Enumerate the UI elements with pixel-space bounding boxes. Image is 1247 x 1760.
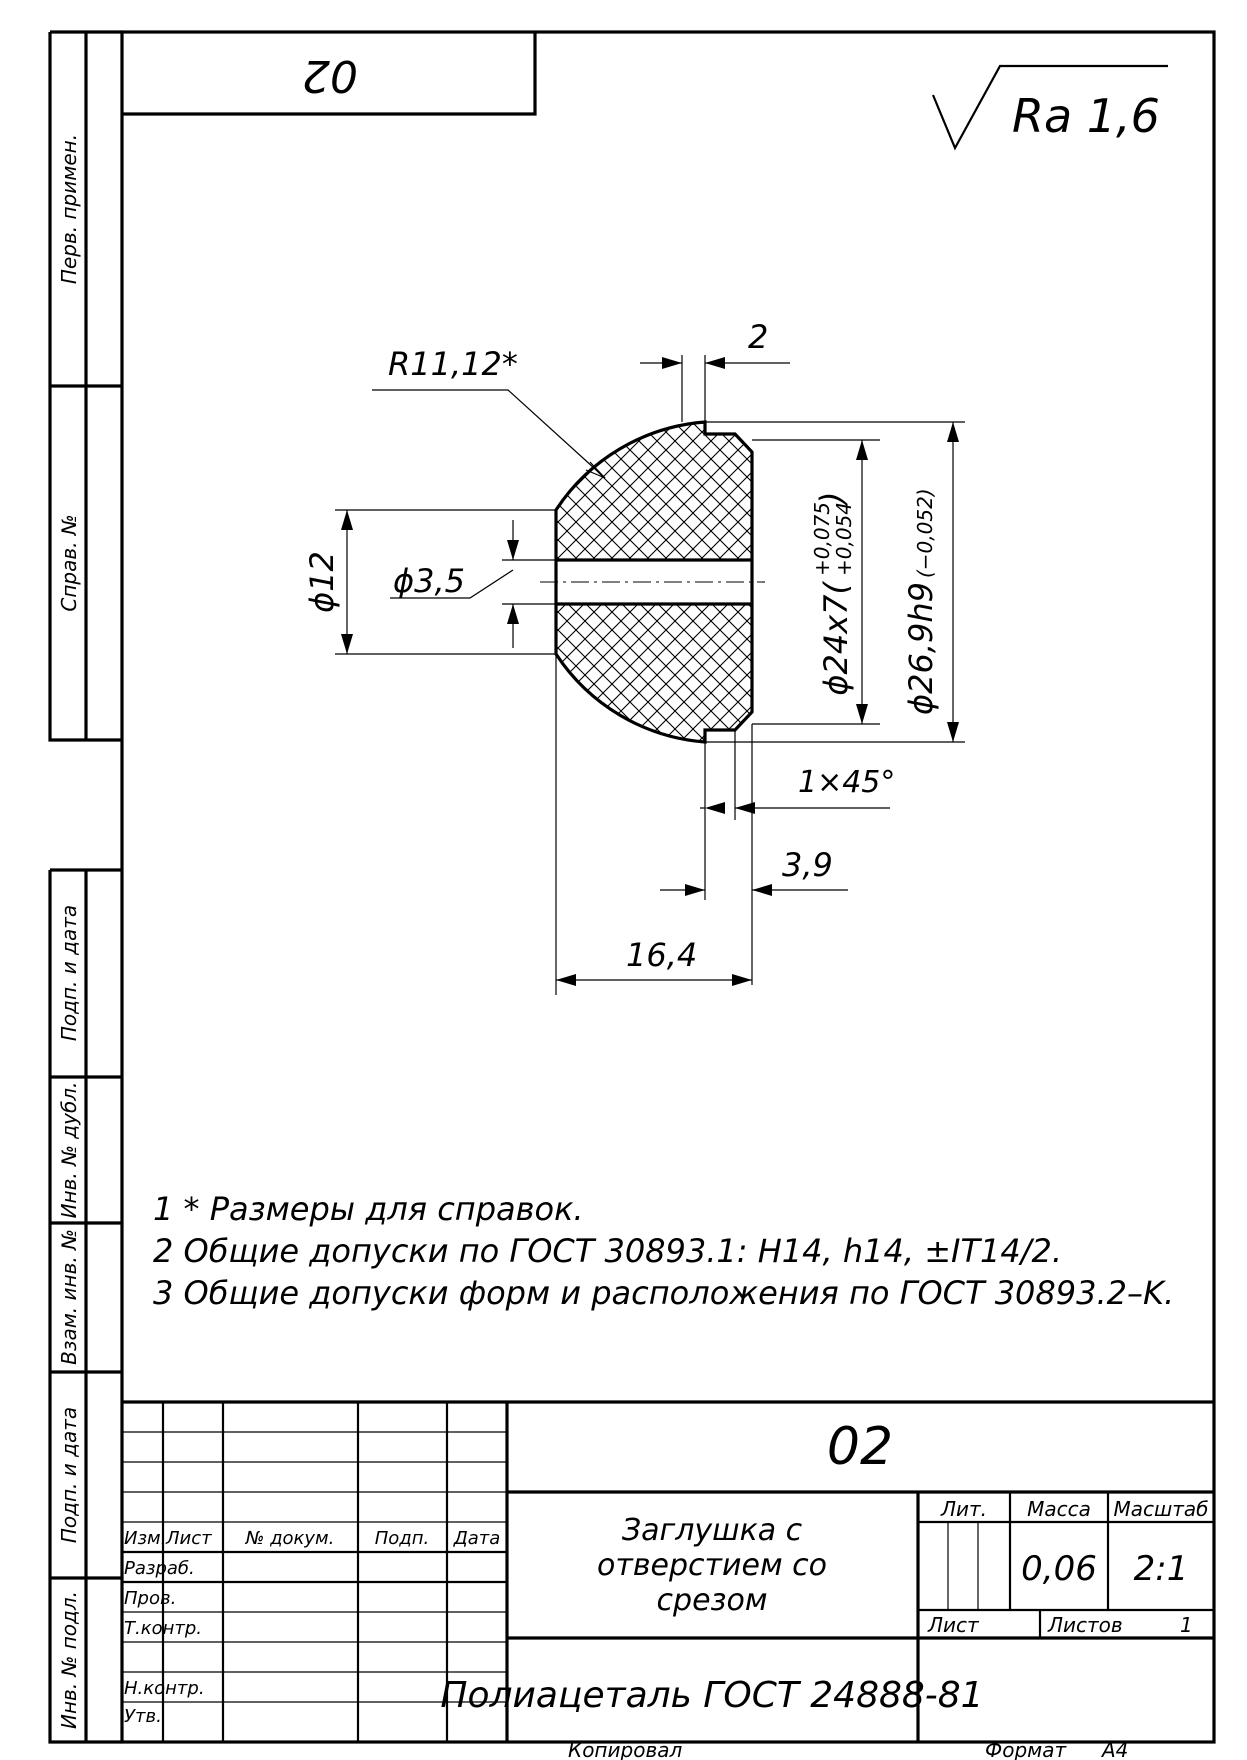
note-3: 3 Общие допуски форм и расположения по Г… [153,1274,1174,1312]
footer: Копировал Формат A4 [568,1738,1128,1760]
footer-format-label: Формат [985,1738,1067,1760]
dim-len-3-9: 3,9 [782,846,833,884]
dim-dia-24-tol-lower: +0,054 [832,502,856,576]
col-podp: Подп. [375,1528,429,1549]
note-2: 2 Общие допуски по ГОСТ 30893.1: H14, h1… [153,1232,1062,1270]
col-izm: Изм. [124,1528,166,1549]
material: Полиацеталь ГОСТ 24888-81 [440,1675,983,1716]
designation: 02 [827,1417,893,1477]
side-label-podp-data-top: Подп. и дата [57,905,81,1041]
row-nkontr: Н.контр. [124,1678,205,1699]
side-label-perv-primen: Перв. примен. [57,134,81,284]
rotated-code-box: 02 [122,32,537,116]
roughness-symbol: Ra 1,6 [931,64,1168,151]
technical-notes: 1 * Размеры для справок. 2 Общие допуски… [153,1190,1174,1312]
dim-len-16-4: 16,4 [626,936,697,974]
dimensions: R11,12* 2 ϕ12 ϕ3,5 ϕ24x7( +0,075 +0,054 … [303,318,965,995]
dim-radius: R11,12* [388,345,518,383]
dim-width-2: 2 [748,318,768,356]
dim-dia-24-tol-upper: +0,075 [810,502,834,576]
sheets-label: Листов [1047,1613,1123,1637]
part-name-line-2: отверстием со [597,1548,827,1583]
dim-dia-24: ϕ24x7( [817,580,855,695]
note-1: 1 * Размеры для справок. [153,1190,584,1228]
sheets-value: 1 [1180,1613,1193,1637]
dim-dia-26: ϕ26,9h9 [902,582,940,715]
dim-dia-3-5: ϕ3,5 [393,562,465,600]
side-label-vzam-inv: Взам. инв. № [57,1229,81,1365]
dim-chamfer: 1×45° [798,765,895,800]
side-label-inv-podl: Инв. № подл. [57,1591,81,1729]
col-data: Дата [453,1528,501,1549]
dim-dia-24-close: ) [813,492,851,506]
sheet-frame [48,30,1216,1744]
col-list: Лист [165,1528,212,1549]
dim-dia-26-tol: (−0,052) [913,488,937,578]
mass-label: Масса [1027,1497,1091,1521]
side-label-sprav-no: Справ. № [57,514,81,611]
footer-copied: Копировал [568,1738,682,1760]
rotated-code: 02 [302,50,358,101]
side-labels: Перв. примен. Справ. № Подп. и дата Инв.… [57,134,81,1729]
roughness-value: Ra 1,6 [1012,89,1160,143]
part-section [540,420,765,744]
lit-label: Лит. [940,1497,987,1521]
dim-dia-12: ϕ12 [303,551,341,613]
col-doc: № докум. [245,1528,335,1549]
footer-format-value: A4 [1100,1738,1128,1760]
row-tkontr: Т.контр. [124,1618,202,1639]
scale-value: 2:1 [1134,1549,1189,1589]
row-utv: Утв. [124,1706,162,1727]
mass-value: 0,06 [1021,1549,1097,1589]
side-label-inv-dubl: Инв. № дубл. [57,1082,81,1219]
side-label-podp-data-bottom: Подп. и дата [57,1407,81,1543]
sheet-label: Лист [927,1613,980,1637]
row-prov: Пров. [124,1588,176,1609]
part-name-line-3: срезом [657,1583,768,1618]
row-razrab: Разраб. [124,1558,195,1579]
title-block: 02 Заглушка с отверстием со срезом Полиа… [122,1400,1214,1742]
scale-label: Масштаб [1113,1497,1208,1521]
part-name-line-1: Заглушка с [622,1513,803,1548]
